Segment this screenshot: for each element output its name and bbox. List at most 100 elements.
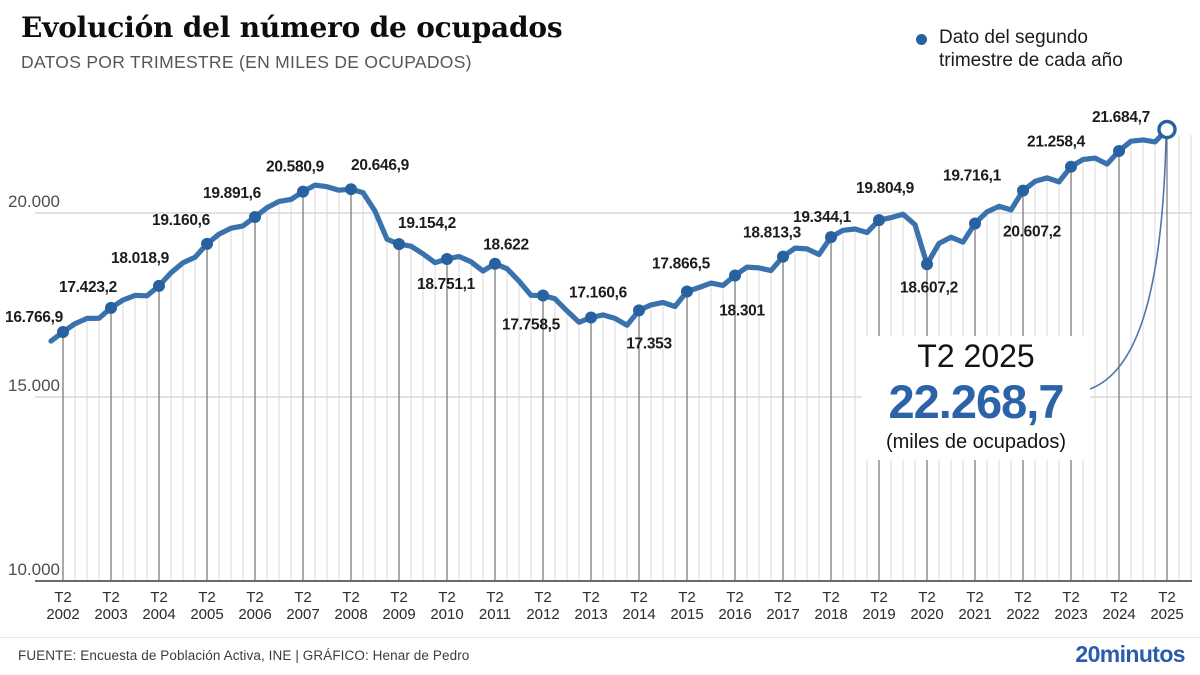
data-point-dot (681, 285, 693, 298)
data-point-label: 17.423,2 (59, 279, 117, 296)
data-point-label: 18.018,9 (111, 250, 170, 267)
x-tick-year: 2023 (1054, 606, 1087, 623)
footer-divider (0, 637, 1200, 638)
data-point-label: 18.751,1 (417, 276, 476, 293)
x-tick-year: 2015 (670, 606, 703, 623)
x-tick-year: 2014 (622, 606, 655, 623)
x-tick-quarter: T2 (198, 589, 216, 606)
source-credit: FUENTE: Encuesta de Población Activa, IN… (18, 648, 470, 663)
x-tick-quarter: T2 (1014, 589, 1032, 606)
highlight-callout: T2 2025 22.268,7 (miles de ocupados) (862, 336, 1090, 460)
data-point-label: 17.160,6 (569, 284, 628, 301)
data-point-dot (537, 289, 549, 302)
x-tick-quarter: T2 (102, 589, 120, 606)
x-tick-year: 2010 (430, 606, 463, 623)
data-point-dot (585, 311, 597, 324)
x-tick-quarter: T2 (246, 589, 264, 606)
data-point-label: 18.301 (719, 303, 765, 320)
x-tick-year: 2016 (718, 606, 751, 623)
x-tick-quarter: T2 (438, 589, 456, 606)
x-tick-year: 2008 (334, 606, 367, 623)
y-tick-label: 15.000 (8, 376, 60, 395)
x-tick-quarter: T2 (1062, 589, 1080, 606)
data-point-dot (1065, 160, 1077, 173)
data-point-label: 16.766,9 (5, 309, 64, 326)
data-point-dot (825, 231, 837, 244)
x-tick-quarter: T2 (1110, 589, 1128, 606)
data-point-dot (729, 269, 741, 282)
x-tick-quarter: T2 (534, 589, 552, 606)
data-point-dot (633, 304, 645, 317)
legend-dot-icon (916, 34, 927, 45)
data-points (57, 119, 1177, 338)
data-point-label: 17.866,5 (652, 256, 711, 273)
legend-label: Dato del segundo trimestre de cada año (939, 27, 1123, 71)
x-tick-quarter: T2 (822, 589, 840, 606)
data-point-dot (1113, 145, 1125, 158)
x-tick-year: 2002 (46, 606, 79, 623)
data-point-label: 21.258,4 (1027, 134, 1086, 151)
legend: Dato del segundo trimestre de cada año (916, 26, 1166, 72)
data-point-label: 20.607,2 (1003, 224, 1061, 241)
data-point-dot (921, 258, 933, 271)
x-tick-quarter: T2 (678, 589, 696, 606)
x-tick-quarter: T2 (294, 589, 312, 606)
x-tick-year: 2009 (382, 606, 415, 623)
x-tick-year: 2017 (766, 606, 799, 623)
brand-logo: 20minutos (1075, 641, 1185, 667)
x-tick-quarter: T2 (54, 589, 72, 606)
data-point-label: 19.154,2 (398, 215, 456, 232)
page-title: Evolución del número de ocupados (21, 11, 563, 44)
x-tick-year: 2021 (958, 606, 991, 623)
data-point-label: 20.646,9 (351, 157, 410, 174)
chart-header: Evolución del número de ocupados DATOS P… (21, 11, 563, 73)
callout-value: 22.268,7 (888, 374, 1065, 428)
x-tick-year: 2011 (479, 606, 511, 623)
data-point-label: 20.580,9 (266, 159, 325, 176)
data-point-dot (441, 252, 453, 265)
data-point-dot (777, 250, 789, 263)
callout-unit: (miles de ocupados) (885, 430, 1067, 453)
x-tick-year: 2005 (190, 606, 223, 623)
data-point-dot (873, 214, 885, 227)
x-tick-quarter: T2 (726, 589, 744, 606)
x-tick-year: 2022 (1006, 606, 1039, 623)
y-tick-label: 10.000 (8, 560, 60, 579)
y-axis-labels: 20.000 15.000 10.000 (8, 192, 60, 579)
x-tick-year: 2006 (238, 606, 271, 623)
y-tick-label: 20.000 (8, 192, 60, 211)
callout-period: T2 2025 (917, 338, 1035, 374)
x-tick-quarter: T2 (870, 589, 888, 606)
data-point-dot (201, 237, 213, 250)
x-tick-quarter: T2 (582, 589, 600, 606)
data-point-dot (105, 301, 117, 314)
x-tick-year: 2024 (1102, 606, 1135, 623)
x-tick-quarter: T2 (390, 589, 408, 606)
data-point-dot (969, 217, 981, 230)
data-point-label: 19.344,1 (793, 209, 852, 226)
x-tick-quarter: T2 (918, 589, 936, 606)
data-point-label: 19.160,6 (152, 212, 211, 229)
data-point-label: 19.716,1 (943, 167, 1002, 184)
x-tick-year: 2003 (94, 606, 127, 623)
data-point-label: 17.353 (626, 335, 672, 352)
x-axis-labels: T22002T22003T22004T22005T22006T22007T220… (46, 589, 1183, 623)
data-point-dot (249, 210, 261, 223)
x-tick-year: 2007 (286, 606, 319, 623)
x-tick-quarter: T2 (966, 589, 984, 606)
employment-line (48, 126, 1170, 344)
data-point-dot (393, 238, 405, 251)
x-tick-year: 2025 (1150, 606, 1183, 623)
x-tick-year: 2020 (910, 606, 943, 623)
data-point-dot (57, 325, 69, 338)
data-point-label: 19.804,9 (856, 180, 915, 197)
x-tick-quarter: T2 (1158, 589, 1176, 606)
data-point-dot (153, 279, 165, 292)
x-tick-quarter: T2 (774, 589, 792, 606)
data-labels: 16.766,9 17.423,2 18.018,9 19.160,6 19.891,6… (5, 109, 1150, 352)
x-tick-year: 2004 (142, 606, 175, 623)
data-point-label: 18.607,2 (900, 279, 958, 296)
x-tick-quarter: T2 (150, 589, 168, 606)
